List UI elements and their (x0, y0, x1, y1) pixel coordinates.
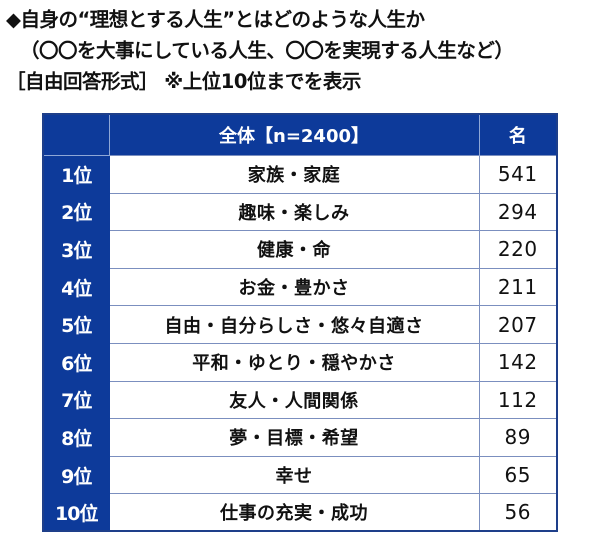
item-cell: 健康・命 (108, 230, 480, 269)
table-header-row: 全体【n=2400】 名 (43, 114, 557, 156)
value-cell: 207 (478, 305, 558, 344)
rank-cell: 9位 (42, 455, 110, 495)
value-cell: 65 (478, 455, 558, 495)
rank-cell: 6位 (42, 342, 110, 382)
table-row: 1位 家族・家庭 541 (42, 155, 558, 194)
table-row: 9位 幸せ 65 (42, 455, 558, 495)
value-cell: 89 (478, 418, 558, 457)
rank-cell: 2位 (42, 192, 110, 232)
table-row: 5位 自由・自分らしさ・悠々自適さ 207 (42, 305, 558, 344)
header-rank (43, 114, 110, 156)
table-row: 6位 平和・ゆとり・穏やかさ 142 (42, 342, 558, 382)
ranking-table: 全体【n=2400】 名 1位 家族・家庭 541 2位 趣味・楽しみ 294 … (42, 113, 558, 533)
header-total-n: 全体【n=2400】 (109, 114, 480, 156)
value-cell: 294 (478, 192, 558, 232)
value-cell: 142 (478, 342, 558, 382)
item-cell: 家族・家庭 (108, 155, 480, 194)
value-cell: 220 (478, 230, 558, 269)
table-row: 8位 夢・目標・希望 89 (42, 418, 558, 457)
title-format-note: ［自由回答形式］ ※上位10位までを表示 (6, 70, 361, 93)
item-cell: 趣味・楽しみ (108, 192, 480, 232)
table-row: 3位 健康・命 220 (42, 230, 558, 269)
item-cell: 仕事の充実・成功 (108, 493, 480, 532)
item-cell: 夢・目標・希望 (108, 418, 480, 457)
item-cell: 友人・人間関係 (108, 380, 480, 420)
value-cell: 211 (478, 267, 558, 307)
table-row: 2位 趣味・楽しみ 294 (42, 192, 558, 232)
table-row: 4位 お金・豊かさ 211 (42, 267, 558, 307)
rank-cell: 3位 (42, 230, 110, 269)
rank-cell: 4位 (42, 267, 110, 307)
item-cell: 幸せ (108, 455, 480, 495)
rank-cell: 10位 (42, 493, 110, 532)
rank-cell: 8位 (42, 418, 110, 457)
value-cell: 112 (478, 380, 558, 420)
rank-cell: 1位 (42, 155, 110, 194)
table-row: 7位 友人・人間関係 112 (42, 380, 558, 420)
title-question: ◆自身の“理想とする人生”とはどのような人生か (6, 8, 425, 31)
rank-cell: 5位 (42, 305, 110, 344)
item-cell: お金・豊かさ (108, 267, 480, 307)
title-examples: （〇〇を大事にしている人生、〇〇を実現する人生など） (20, 39, 514, 62)
value-cell: 56 (478, 493, 558, 532)
ranking-table-container: 全体【n=2400】 名 1位 家族・家庭 541 2位 趣味・楽しみ 294 … (42, 113, 558, 533)
title-block: ◆自身の“理想とする人生”とはどのような人生か （〇〇を大事にしている人生、〇〇… (6, 4, 514, 97)
item-cell: 自由・自分らしさ・悠々自適さ (108, 305, 480, 344)
table-row: 10位 仕事の充実・成功 56 (42, 493, 558, 532)
item-cell: 平和・ゆとり・穏やかさ (108, 342, 480, 382)
rank-cell: 7位 (42, 380, 110, 420)
header-unit: 名 (479, 114, 557, 156)
value-cell: 541 (478, 155, 558, 194)
